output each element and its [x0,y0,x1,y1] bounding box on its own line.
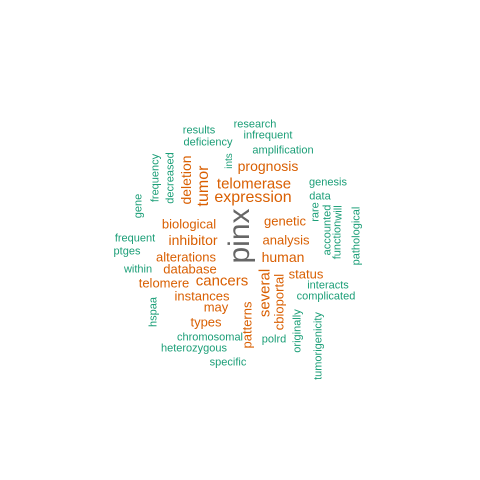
word-complicated: complicated [296,290,356,303]
word-deletion: deletion [178,155,194,205]
word-may: may [203,299,229,315]
word-telomerase: telomerase [216,175,292,193]
word-frequency: frequency [149,153,162,203]
word-ints: ints [224,153,235,169]
word-several: several [256,268,274,318]
word-types: types [190,314,222,330]
word-genesis: genesis [309,176,347,189]
word-rare: rare [309,202,322,222]
word-hspaa: hspaa [147,297,160,327]
word-genetic: genetic [264,213,306,229]
word-tumor: tumor [195,165,212,207]
word-gene: gene [132,193,145,219]
word-specific: specific [209,356,247,369]
word-database: database [163,261,217,277]
word-decreased: decreased [164,152,177,204]
word-interacts: interacts [307,279,349,292]
word-results: results [182,124,216,137]
word-expression: expression [214,189,292,206]
word-heterozygous: heterozygous [160,342,228,355]
word-function: function [331,220,344,260]
word-within: within [123,263,153,276]
word-research: research [233,118,277,131]
word-frequent: frequent [114,232,156,245]
word-telomere: telomere [138,275,190,291]
word-prognosis: prognosis [237,158,299,174]
word-inhibitor: inhibitor [168,232,218,248]
word-analysis: analysis [262,232,310,248]
word-infrequent: infrequent [243,129,293,142]
word-data: data [309,190,331,203]
word-polrd: polrd [261,333,287,346]
word-status: status [288,266,324,282]
word-tumorigenicity: tumorigenicity [312,312,325,380]
word-human: human [261,249,305,265]
word-alterations: alterations [156,249,216,265]
word-biological: biological [161,216,217,232]
word-pathological: pathological [350,206,363,266]
word-ptges: ptges [113,245,141,258]
word-cbioportal: cbioportal [271,273,287,331]
word-instances: instances [174,288,230,304]
word-amplification: amplification [252,144,314,157]
word-chromosomal: chromosomal [176,331,244,344]
word-cancers: cancers [195,272,249,290]
word-will: will [332,205,345,221]
word-pinx: pinx [223,208,256,264]
word-originally: originally [291,309,304,353]
word-deficiency: deficiency [183,136,233,149]
